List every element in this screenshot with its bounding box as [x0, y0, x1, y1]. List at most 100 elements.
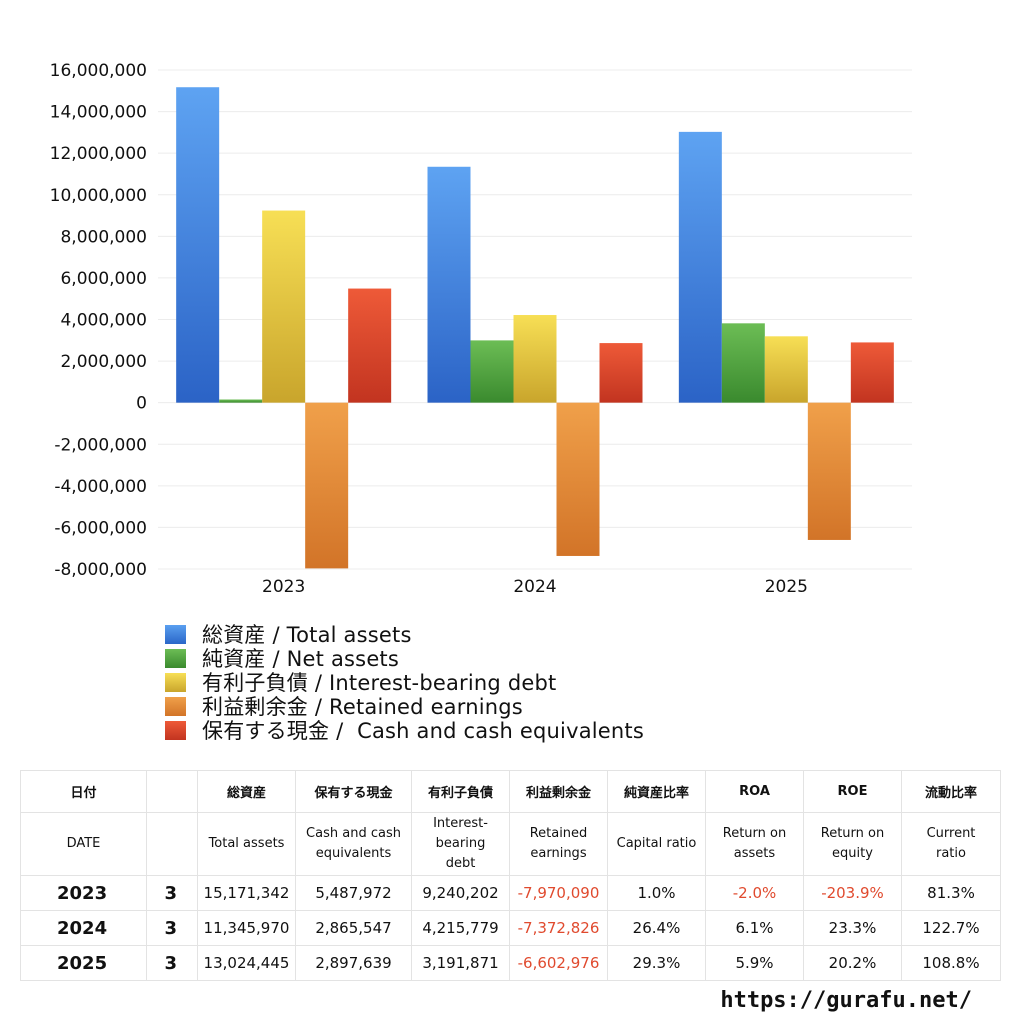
header-capital-ratio-en: Capital ratio [607, 812, 706, 876]
bar [219, 399, 263, 403]
header-row-en: DATE Total assets Cash and cash equivale… [20, 812, 1001, 876]
bar [427, 166, 471, 403]
cell-month: 3 [146, 875, 198, 911]
cell-debt: 9,240,202 [411, 875, 510, 911]
cell-month: 3 [146, 945, 198, 981]
header-roa-jp: ROA [705, 770, 804, 813]
cell-month: 3 [146, 910, 198, 946]
bar [764, 336, 808, 403]
header-total-assets-en: Total assets [197, 812, 296, 876]
header-capital-ratio-jp: 純資産比率 [607, 770, 706, 813]
legend-item-net-assets: 純資産 / Net assets [165, 646, 865, 671]
cell-capital-ratio: 26.4% [607, 910, 706, 946]
legend-item-total-assets: 総資産 / Total assets [165, 622, 865, 647]
header-retained-jp: 利益剰余金 [509, 770, 608, 813]
legend-label-interest-bearing-debt: 有利子負債 / Interest-bearing debt [202, 671, 557, 695]
cell-capital-ratio: 1.0% [607, 875, 706, 911]
legend-swatch-interest-bearing-debt [165, 672, 186, 692]
cell-roe: 23.3% [803, 910, 902, 946]
header-row-jp: 日付 総資産 保有する現金 有利子負債 利益剰余金 純資産比率 ROA ROE … [20, 770, 1001, 813]
bar [721, 323, 765, 403]
legend-label-total-assets: 総資産 / Total assets [202, 623, 412, 647]
header-roe-jp: ROE [803, 770, 902, 813]
legend-swatch-total-assets [165, 624, 186, 644]
cell-year: 2024 [20, 910, 147, 946]
bar [176, 87, 220, 403]
y-tick-label: 0 [136, 394, 147, 414]
bar [599, 343, 643, 403]
x-tick-label: 2025 [765, 577, 808, 597]
cell-total-assets: 15,171,342 [197, 875, 296, 911]
y-tick-label: 2,000,000 [60, 352, 147, 372]
header-current-ratio-jp: 流動比率 [901, 770, 1001, 813]
cell-roa: -2.0% [705, 875, 804, 911]
cell-total-assets: 11,345,970 [197, 910, 296, 946]
y-tick-label: 16,000,000 [50, 61, 147, 81]
cell-retained: -6,602,976 [509, 945, 608, 981]
legend-label-net-assets: 純資産 / Net assets [202, 647, 400, 671]
legend-swatch-retained-earnings [165, 696, 186, 716]
site-watermark: https://gurafu.net/ [720, 988, 972, 1013]
y-tick-label: -4,000,000 [54, 477, 147, 497]
cell-retained: -7,970,090 [509, 875, 608, 911]
cell-debt: 4,215,779 [411, 910, 510, 946]
cell-current-ratio: 81.3% [901, 875, 1001, 911]
bar [262, 210, 306, 403]
header-month-jp [146, 770, 198, 813]
y-tick-label: 4,000,000 [60, 311, 147, 331]
bar [348, 288, 392, 403]
header-month-en [146, 812, 198, 876]
y-tick-label: 12,000,000 [50, 144, 147, 164]
cell-roa: 6.1% [705, 910, 804, 946]
bar [556, 402, 600, 556]
legend-item-retained-earnings: 利益剰余金 / Retained earnings [165, 694, 865, 719]
bar [678, 131, 722, 403]
cell-year: 2025 [20, 945, 147, 981]
header-cash-jp: 保有する現金 [295, 770, 412, 813]
cell-cash: 2,865,547 [295, 910, 412, 946]
bar [513, 315, 557, 403]
cell-year: 2023 [20, 875, 147, 911]
y-tick-label: -6,000,000 [54, 518, 147, 538]
cell-total-assets: 13,024,445 [197, 945, 296, 981]
cell-roa: 5.9% [705, 945, 804, 981]
y-tick-label: 10,000,000 [50, 186, 147, 206]
header-debt-en: Interest-bearing debt [411, 812, 510, 876]
header-roa-en: Return on assets [705, 812, 804, 876]
bar [305, 402, 349, 569]
bar [470, 340, 514, 403]
header-date-jp: 日付 [20, 770, 147, 813]
legend: 総資産 / Total assets 純資産 / Net assets 有利子負… [165, 622, 865, 743]
cell-roe: -203.9% [803, 875, 902, 911]
chart-svg: 16,000,000 14,000,000 12,000,000 10,000,000… [50, 61, 912, 597]
legend-item-interest-bearing-debt: 有利子負債 / Interest-bearing debt [165, 670, 865, 695]
table-row: 2023 3 15,171,342 5,487,972 9,240,202 -7… [20, 875, 1001, 911]
x-tick-label: 2024 [513, 577, 556, 597]
legend-item-cash: 保有する現金 / Cash and cash equivalents [165, 718, 865, 743]
bar [807, 402, 851, 540]
cell-roe: 20.2% [803, 945, 902, 981]
legend-swatch-cash [165, 720, 186, 740]
legend-swatch-net-assets [165, 648, 186, 668]
table-row: 2024 3 11,345,970 2,865,547 4,215,779 -7… [20, 910, 1001, 946]
financial-table: 日付 総資産 保有する現金 有利子負債 利益剰余金 純資産比率 ROA ROE … [20, 770, 1001, 981]
table-row: 2025 3 13,024,445 2,897,639 3,191,871 -6… [20, 945, 1001, 981]
bar [850, 342, 894, 403]
cell-current-ratio: 108.8% [901, 945, 1001, 981]
header-date-en: DATE [20, 812, 147, 876]
cell-retained: -7,372,826 [509, 910, 608, 946]
y-tick-label: -8,000,000 [54, 560, 147, 580]
y-tick-label: 14,000,000 [50, 103, 147, 123]
header-cash-en: Cash and cash equivalents [295, 812, 412, 876]
header-roe-en: Return on equity [803, 812, 902, 876]
header-retained-en: Retained earnings [509, 812, 608, 876]
legend-label-retained-earnings: 利益剰余金 / Retained earnings [202, 695, 523, 719]
header-current-ratio-en: Current ratio [901, 812, 1001, 876]
cell-debt: 3,191,871 [411, 945, 510, 981]
x-tick-label: 2023 [262, 577, 305, 597]
legend-label-cash: 保有する現金 / Cash and cash equivalents [202, 719, 645, 743]
cell-cash: 5,487,972 [295, 875, 412, 911]
cell-capital-ratio: 29.3% [607, 945, 706, 981]
cell-current-ratio: 122.7% [901, 910, 1001, 946]
y-tick-label: -2,000,000 [54, 435, 147, 455]
